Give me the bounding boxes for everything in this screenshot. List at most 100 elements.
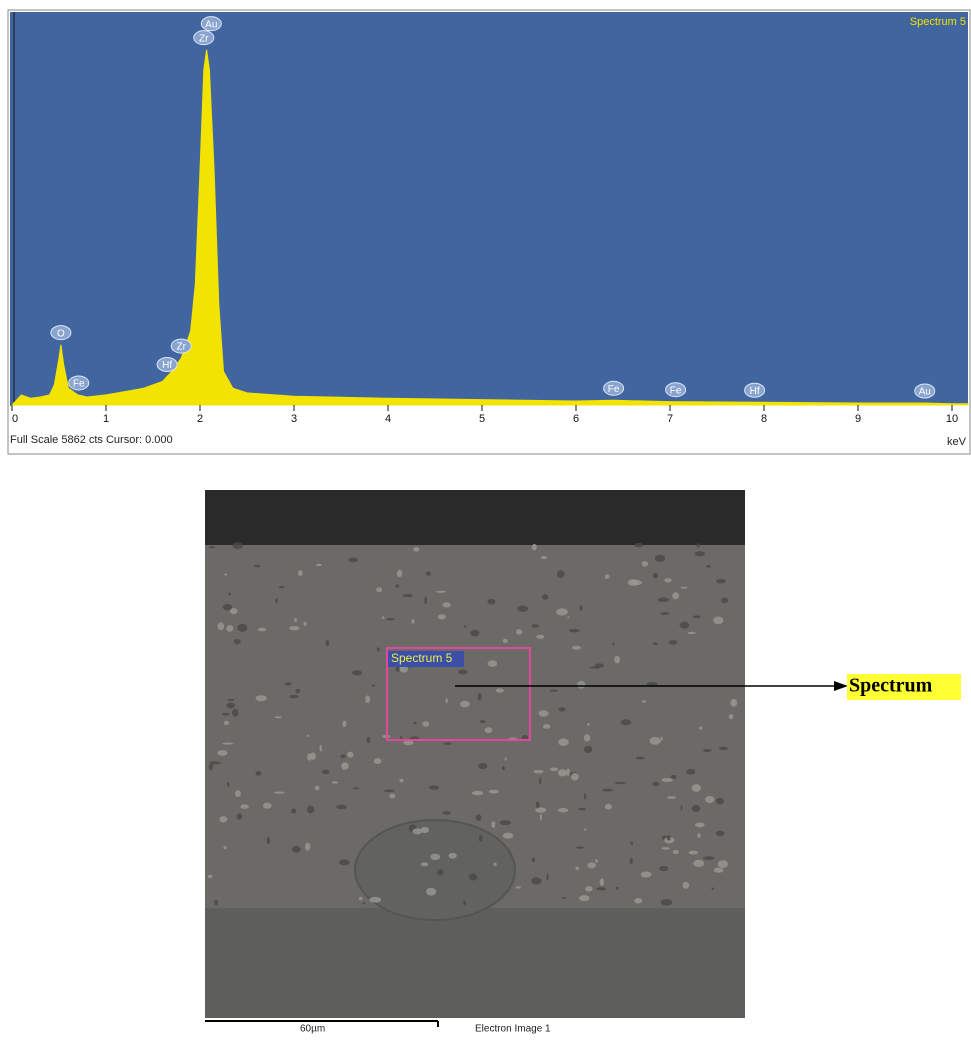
texture (443, 811, 451, 815)
texture (716, 579, 726, 583)
texture (669, 640, 678, 645)
texture (275, 716, 282, 718)
peak-label: Fe (670, 385, 682, 396)
texture (348, 558, 358, 563)
texture (572, 646, 581, 650)
x-tick-label: 2 (197, 413, 203, 425)
texture (208, 875, 213, 878)
texture (567, 616, 569, 618)
peak-label: Zr (176, 342, 186, 353)
texture (616, 887, 619, 890)
texture (689, 851, 698, 855)
texture (503, 639, 508, 643)
texture (307, 735, 310, 737)
texture (295, 689, 300, 693)
texture (226, 625, 233, 631)
texture (681, 587, 688, 589)
texture (505, 758, 507, 761)
callout-label: Spectrum (849, 675, 933, 697)
texture (695, 823, 705, 828)
texture (469, 873, 477, 880)
texture (487, 599, 495, 605)
texture (546, 873, 548, 880)
texture (642, 700, 646, 702)
region-label: Spectrum 5 (391, 651, 453, 665)
texture (541, 556, 547, 559)
peak-label: O (57, 328, 65, 339)
peak-label: Au (919, 387, 931, 398)
texture (298, 570, 303, 576)
texture (655, 555, 665, 562)
texture (703, 749, 711, 752)
texture (424, 596, 427, 604)
texture (542, 594, 549, 600)
texture (693, 860, 704, 867)
texture (539, 777, 541, 785)
texture (223, 846, 226, 849)
texture (694, 551, 705, 556)
texture (683, 882, 690, 889)
texture (587, 723, 589, 726)
texture (653, 642, 658, 645)
texture (602, 789, 613, 792)
texture (516, 629, 522, 635)
texture (445, 698, 447, 703)
texture (237, 813, 243, 819)
texture (641, 872, 652, 878)
peak-label: Zr (199, 33, 209, 44)
texture (365, 695, 370, 703)
texture (304, 622, 307, 626)
image-caption: Electron Image 1 (475, 1024, 551, 1035)
texture (222, 743, 233, 745)
texture (558, 738, 569, 745)
peak-label: Hf (750, 386, 760, 397)
texture (706, 565, 710, 568)
texture (579, 605, 582, 611)
texture (559, 707, 566, 711)
x-tick-label: 9 (855, 413, 861, 425)
texture (382, 616, 384, 619)
texture (696, 543, 699, 547)
texture (430, 854, 440, 860)
texture (235, 790, 241, 797)
texture (536, 635, 544, 639)
texture (562, 897, 566, 899)
texture (692, 784, 701, 792)
texture (697, 833, 700, 838)
texture (224, 721, 230, 725)
texture (209, 761, 220, 764)
texture (460, 701, 470, 707)
texture (585, 886, 592, 892)
texture (218, 622, 225, 630)
texture (500, 820, 511, 825)
spectrum-footer: Full Scale 5862 cts Cursor: 0.000 (10, 434, 173, 446)
texture (226, 703, 235, 709)
peak-label: Fe (73, 379, 85, 390)
texture (584, 793, 587, 799)
texture (267, 837, 270, 844)
texture (386, 618, 394, 621)
plot-bg (10, 12, 968, 405)
texture (458, 670, 467, 675)
texture (612, 642, 614, 645)
texture (436, 591, 446, 593)
texture (630, 857, 633, 864)
texture (503, 833, 514, 839)
texture (667, 835, 671, 840)
texture (587, 862, 596, 868)
texture (621, 719, 632, 725)
texture (729, 714, 734, 719)
texture (577, 681, 585, 689)
texture (536, 801, 540, 808)
texture (384, 789, 395, 792)
particle (355, 820, 515, 920)
texture (412, 619, 415, 624)
texture (209, 764, 213, 770)
texture (305, 843, 310, 851)
texture (342, 721, 346, 727)
texture (274, 792, 285, 794)
x-tick-label: 8 (761, 413, 767, 425)
texture (307, 806, 314, 814)
texture (686, 769, 695, 775)
texture (217, 750, 227, 756)
